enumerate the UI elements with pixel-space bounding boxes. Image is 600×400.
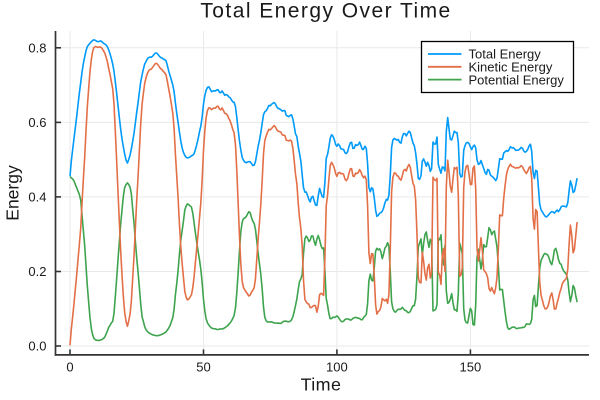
svg-text:Energy: Energy (3, 165, 23, 221)
svg-text:Total Energy: Total Energy (469, 47, 542, 62)
svg-text:0.2: 0.2 (28, 264, 46, 279)
svg-text:0.6: 0.6 (28, 115, 46, 130)
svg-text:0.0: 0.0 (28, 339, 46, 354)
svg-text:100: 100 (326, 360, 348, 375)
svg-text:Total Energy Over Time: Total Energy Over Time (200, 0, 451, 23)
svg-text:Potential Energy: Potential Energy (469, 72, 565, 87)
svg-text:0.8: 0.8 (28, 41, 46, 56)
svg-text:0: 0 (66, 360, 73, 375)
svg-text:150: 150 (460, 360, 482, 375)
svg-text:0.4: 0.4 (28, 190, 46, 205)
svg-text:Kinetic Energy: Kinetic Energy (469, 60, 553, 75)
svg-text:Time: Time (301, 375, 342, 395)
svg-text:50: 50 (196, 360, 210, 375)
